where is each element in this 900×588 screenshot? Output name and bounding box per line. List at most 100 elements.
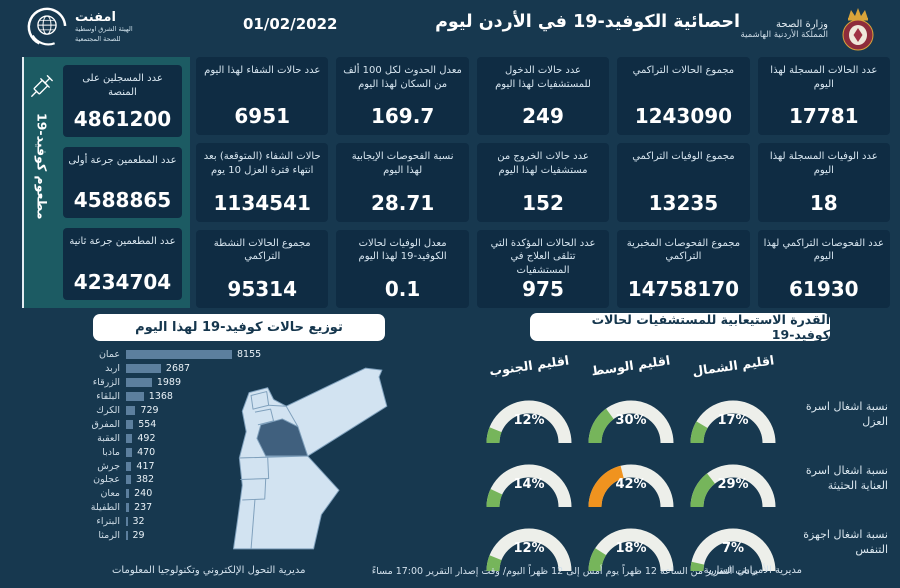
stat-card: عدد الوفيات المسجلة لهذا اليوم 18 <box>757 143 890 222</box>
bar-value: 1368 <box>148 391 173 403</box>
gauge-arc <box>486 528 572 572</box>
bar-value: 554 <box>138 418 157 430</box>
stat-card-value: 1134541 <box>213 190 311 215</box>
bar-label: البتراء <box>96 516 120 528</box>
bar-label: عمان <box>98 349 120 361</box>
bar-value: 32 <box>132 516 145 528</box>
stat-card-value: 28.71 <box>370 190 435 215</box>
stat-card-value: 61930 <box>789 277 859 301</box>
bar-label: الكرك <box>96 405 120 416</box>
bar <box>126 517 128 527</box>
stat-card: مجموع الحالات التراكمي 1243090 <box>617 57 750 136</box>
gauge-arc <box>588 400 674 444</box>
jordan-map <box>212 360 422 556</box>
gauge-value: 14% <box>513 477 545 492</box>
vaccinated-vertical-label: مطعوم كوفيد-19 <box>34 113 50 220</box>
vaccine-card-value: 4588865 <box>73 188 172 213</box>
stat-card-label: عدد الحالات المسجلة لهذا اليوم <box>770 65 878 90</box>
gauge: 29% <box>682 447 784 511</box>
stat-card: مجموع الوفيات التراكمي 13235 <box>617 143 750 222</box>
bar-row: اربد 2687 <box>78 362 423 376</box>
globe-crescent-icon <box>27 7 67 47</box>
stat-card: حالات الشفاء (المتوقعة) بعد انتهاء فترة … <box>196 143 329 222</box>
bar-row: عجلون 382 <box>78 473 423 487</box>
bar-row: جرش 417 <box>78 459 423 473</box>
bar-row: عمان 8155 <box>78 348 423 362</box>
stat-card: معدل الحدوث لكل 100 ألف من السكان لهذا ا… <box>336 57 469 136</box>
stat-card-label: عدد الحالات المؤكدة التي تتلقى العلاج في… <box>490 237 596 276</box>
footer-diseases-directorate: مديرية الأمراض السارية <box>703 565 802 576</box>
bar-label: عجلون <box>93 474 120 486</box>
stat-card-value: 975 <box>522 277 564 301</box>
ministry-name: وزارة الصحة <box>776 18 828 30</box>
stat-card-label: مجموع الفحوصات المخبرية التراكمي <box>626 237 741 263</box>
gauge: 14% <box>478 447 580 511</box>
gauge-grid-spacer <box>784 347 892 383</box>
footer-report-note: بيانات التقرير من الساعة 12 ظهراً يوم أم… <box>371 566 759 577</box>
stat-card-value: 152 <box>522 190 564 215</box>
bar-value: 237 <box>134 502 153 514</box>
gauge-row-label: نسبة اشغال اجهزة التنفس <box>803 528 888 556</box>
stat-card: عدد حالات الدخول للمستشفيات لهذا اليوم 24… <box>476 57 610 136</box>
region-header-label: اقليم الجنوب <box>488 351 570 379</box>
vaccine-card: عدد المطعمين جرعة ثانية 4234704 <box>63 228 182 301</box>
stat-card: معدل الوفيات لحالات الكوفيد-19 لهذا اليو… <box>336 229 469 308</box>
stat-card-label: مجموع الوفيات التراكمي <box>632 151 735 163</box>
gauge: 17% <box>682 383 784 447</box>
region-header: اقليم الجنوب <box>478 347 580 383</box>
syringe-icon <box>31 75 53 97</box>
footer-it-directorate: مديرية التحول الإلكتروني وتكنولوجيا المع… <box>112 565 306 576</box>
bar-row: الرمثا 29 <box>78 529 423 543</box>
royal-crest-icon <box>842 8 874 51</box>
jordan-map-svg <box>233 367 388 550</box>
gauge-arc <box>690 400 776 444</box>
vaccine-card-label: عدد المسجلين على المنصة <box>82 73 163 98</box>
stat-card-value: 169.7 <box>370 104 435 129</box>
gauge-arc <box>690 464 776 508</box>
bar <box>126 475 131 485</box>
bar-label: الطفيلة <box>90 502 120 514</box>
vaccine-card-label: عدد المطعمين جرعة ثانية <box>69 236 176 248</box>
bar-value: 8155 <box>237 349 262 361</box>
bar-row: الطفيلة 237 <box>78 501 423 515</box>
vaccine-card-value: 4861200 <box>73 106 172 131</box>
bar-label: اربد <box>105 363 120 375</box>
bar-row: معان 240 <box>78 487 423 501</box>
vaccine-card: عدد المطعمين جرعة أولى 4588865 <box>63 146 182 219</box>
bar <box>126 378 152 388</box>
region-header: اقليم الوسط <box>580 347 682 383</box>
stat-card: نسبة الفحوصات الإيجابية لهذا اليوم 28.71 <box>336 143 469 222</box>
org-name: امفنت <box>75 10 116 25</box>
region-header-label: اقليم الوسط <box>590 352 672 378</box>
stat-card-value: 95314 <box>227 277 297 301</box>
bar <box>126 503 130 513</box>
bar-row: البلقاء 1368 <box>78 390 423 404</box>
vaccine-cards: عدد المسجلين على المنصة 4861200 عدد المطعم… <box>60 57 190 308</box>
gauge-value: 7% <box>721 541 745 556</box>
bar-value: 492 <box>137 432 156 444</box>
gauge-arc <box>486 400 572 444</box>
bar <box>126 489 130 499</box>
gauge: 42% <box>580 447 682 511</box>
stat-card-value: 17781 <box>789 104 859 129</box>
gauge-arc <box>690 528 776 572</box>
stat-card-value: 249 <box>522 104 564 129</box>
gauge-value: 42% <box>615 477 647 492</box>
gauge-value: 12% <box>513 413 545 428</box>
page-title: احصائية الكوفيد-19 في الأردن ليوم <box>435 12 740 32</box>
gauge-arc <box>588 464 674 508</box>
bar-label: العقبة <box>97 432 120 444</box>
stat-card-label: مجموع الحالات النشطة التراكمي <box>213 237 311 263</box>
bar-value: 729 <box>140 405 159 416</box>
bar-row: العقبة 492 <box>78 431 423 445</box>
stat-card: عدد حالات الشفاء لهذا اليوم 6951 <box>196 57 329 136</box>
stat-card-label: نسبة الفحوصات الإيجابية لهذا اليوم <box>351 151 454 176</box>
stat-card-label: عدد الوفيات المسجلة لهذا اليوم <box>769 151 878 176</box>
bar-value: 2687 <box>165 363 191 375</box>
bar-label: جرش <box>97 460 120 472</box>
bar-value: 417 <box>136 460 155 472</box>
bar-row: البتراء 32 <box>78 515 423 529</box>
stat-card-value: 6951 <box>234 104 291 129</box>
bar-value: 29 <box>132 530 145 542</box>
